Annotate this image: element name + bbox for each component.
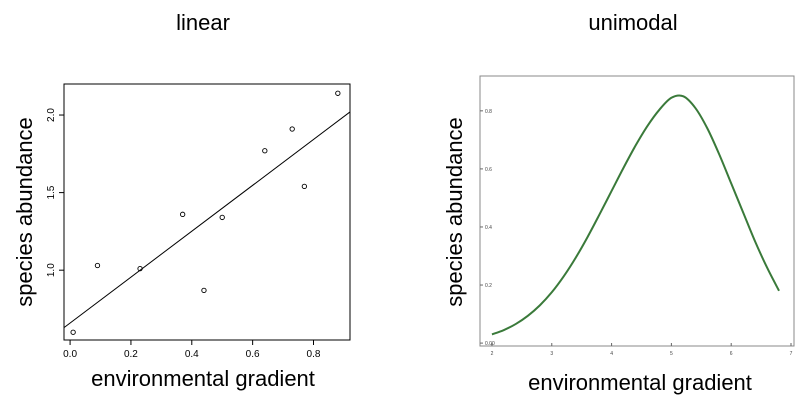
unimodal-x-tick-label: 7 bbox=[790, 351, 793, 357]
unimodal-x-tick-label: 2 bbox=[491, 351, 494, 357]
linear-x-axis-label: environmental gradient bbox=[91, 366, 315, 391]
unimodal-x-tick-label: 6 bbox=[730, 351, 733, 357]
linear-data-point bbox=[301, 183, 308, 190]
linear-chart: linear 1.0 1.5 2.0 0.0 0.2 0.4 0.6 0.8 environ… bbox=[12, 10, 351, 391]
unimodal-x-tick-label: 5 bbox=[670, 351, 673, 357]
unimodal-curve bbox=[491, 94, 780, 336]
unimodal-y-tick-label: 0.8 bbox=[485, 109, 492, 115]
linear-points bbox=[70, 90, 341, 335]
unimodal-x-tick-label: 4 bbox=[610, 351, 613, 357]
linear-data-point bbox=[219, 214, 225, 221]
linear-data-point bbox=[94, 262, 101, 269]
unimodal-x-ticks: 2 3 4 5 6 7 bbox=[491, 343, 793, 357]
linear-data-point bbox=[137, 265, 143, 272]
unimodal-plot-frame bbox=[479, 75, 795, 347]
linear-x-ticks: 0.0 0.2 0.4 0.6 0.8 bbox=[63, 340, 321, 360]
linear-y-tick-label: 1.5 bbox=[46, 185, 57, 199]
linear-y-tick-label: 1.0 bbox=[46, 263, 57, 277]
unimodal-x-axis-label: environmental gradient bbox=[528, 370, 752, 395]
linear-x-tick-label: 0.8 bbox=[307, 349, 321, 360]
linear-data-point bbox=[180, 211, 186, 217]
unimodal-y-tick-label: 0.2 bbox=[485, 283, 492, 289]
linear-x-tick-label: 0.2 bbox=[124, 349, 138, 360]
linear-chart-title: linear bbox=[176, 10, 230, 35]
linear-fit-line bbox=[63, 111, 351, 328]
unimodal-y-tick-label: 0.00 bbox=[485, 341, 495, 347]
linear-data-point bbox=[289, 126, 295, 132]
linear-y-axis-label: species abundance bbox=[12, 117, 37, 307]
linear-x-tick-label: 0.4 bbox=[185, 349, 199, 360]
linear-x-tick-label: 0.6 bbox=[246, 349, 260, 360]
unimodal-chart-title: unimodal bbox=[588, 10, 677, 35]
linear-plot-frame bbox=[63, 83, 351, 341]
linear-y-tick-label: 2.0 bbox=[46, 108, 57, 122]
unimodal-y-ticks: 0.00 0.2 0.4 0.6 0.8 bbox=[480, 109, 495, 347]
linear-data-point bbox=[262, 148, 268, 154]
unimodal-x-tick-label: 3 bbox=[550, 351, 553, 357]
unimodal-y-axis-label: species abundance bbox=[442, 117, 467, 307]
unimodal-y-tick-label: 0.4 bbox=[485, 225, 492, 231]
linear-x-tick-label: 0.0 bbox=[63, 349, 77, 360]
linear-data-point bbox=[201, 287, 207, 294]
unimodal-chart: unimodal 0.00 0.2 0.4 0.6 0.8 2 3 4 5 6 7 environ… bbox=[442, 10, 795, 395]
linear-data-point bbox=[70, 329, 76, 335]
unimodal-y-tick-label: 0.6 bbox=[485, 167, 492, 173]
linear-data-point bbox=[335, 90, 341, 96]
linear-y-ticks: 1.0 1.5 2.0 bbox=[46, 108, 64, 277]
